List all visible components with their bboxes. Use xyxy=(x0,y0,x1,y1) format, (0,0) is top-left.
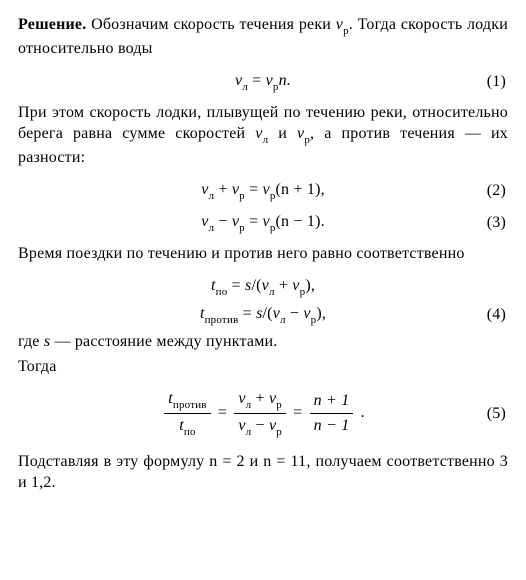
eq4b-minus: − xyxy=(286,305,304,322)
eq5-f2n-v1: v xyxy=(238,390,245,407)
sub-l: л xyxy=(263,134,269,146)
sym-v-r-2: vр xyxy=(297,125,310,142)
eq4a-s2: р xyxy=(300,286,306,298)
eq2-t3: v xyxy=(263,181,270,198)
paragraph-3: Время поездки по течению и против него р… xyxy=(18,243,508,265)
eq3-t1: v xyxy=(201,213,208,230)
equation-5: tпротив tпо = vл + vр vл − vр = n + 1 n … xyxy=(18,388,508,439)
equation-3-label: (3) xyxy=(487,214,508,231)
eq4b-t: t xyxy=(200,305,205,322)
equation-4a-body: tпо = s/(vл + vр), xyxy=(211,275,315,299)
solution-heading: Решение. xyxy=(18,16,86,33)
eq5-f1n-s: против xyxy=(173,399,207,411)
eq5-f3d: n − 1 xyxy=(310,414,354,437)
equation-4a: tпо = s/(vл + vр), xyxy=(18,275,508,299)
equation-3: vл − vр = vр(n − 1). (3) xyxy=(18,211,508,235)
sym-v-2: v xyxy=(255,125,262,142)
eq1-rhs-sym: v xyxy=(266,72,273,89)
eq5-frac3: n + 1 n − 1 xyxy=(310,390,354,436)
eq5-mid2: = xyxy=(289,404,307,421)
eq4b-v1: v xyxy=(273,305,280,322)
eq2-paren: (n + 1), xyxy=(276,181,325,198)
equation-3-body: vл − vр = vр(n − 1). xyxy=(201,211,325,235)
equation-2-label: (2) xyxy=(487,182,508,199)
eq4b-slash: /( xyxy=(263,305,273,322)
eq5-f2d-s1: л xyxy=(246,426,252,438)
eq2-s3: р xyxy=(270,190,276,202)
equation-4-label: (4) xyxy=(487,306,508,323)
equation-5-label: (5) xyxy=(487,405,508,422)
equation-4b-body: tпротив = s/(vл − vр), xyxy=(200,303,326,327)
eq5-mid1: = xyxy=(214,404,232,421)
eq5-f1d-s: по xyxy=(184,426,196,438)
eq4a-t: t xyxy=(211,277,216,294)
eq3-s3: р xyxy=(270,222,276,234)
sym-v-l: vл xyxy=(255,125,268,142)
p4-a: где xyxy=(18,333,44,350)
eq4a-close: ), xyxy=(305,277,315,294)
eq4a-v2: v xyxy=(292,277,299,294)
p1-text-a: Обозначим скорость течения реки xyxy=(86,16,335,33)
equation-1: vл = vрn. (1) xyxy=(18,70,508,94)
paragraph-6: Подставляя в эту формулу n = 2 и n = 11,… xyxy=(18,451,508,494)
eq3-paren: (n − 1). xyxy=(276,213,325,230)
equation-2: vл + vр = vр(n + 1), (2) xyxy=(18,179,508,203)
sub-r: р xyxy=(343,25,349,37)
eq4b-s2: р xyxy=(311,314,317,326)
eq5-frac2: vл + vр vл − vр xyxy=(234,388,286,439)
eq5-f2n-plus: + xyxy=(251,390,269,407)
eq1-rhs-tail: n. xyxy=(279,72,291,89)
paragraph-1: Решение. Обозначим скорость течения реки… xyxy=(18,14,508,60)
eq4b-s1: л xyxy=(280,314,286,326)
eq4a-eq: = xyxy=(227,277,245,294)
eq1-lhs-sub: л xyxy=(242,81,248,93)
paragraph-4: где s — расстояние между пунктами. xyxy=(18,331,508,353)
sub-r-2: р xyxy=(304,134,310,146)
p2-and: и xyxy=(268,125,297,142)
equation-1-label: (1) xyxy=(487,73,508,90)
eq4a-v1: v xyxy=(262,277,269,294)
eq1-eq: = xyxy=(248,72,266,89)
eq4b-eq: = xyxy=(238,305,256,322)
eq1-rhs-sub: р xyxy=(273,81,279,93)
eq4a-slash: /( xyxy=(251,277,261,294)
eq5-f2d-v1: v xyxy=(238,417,245,434)
p4-b: — расстояние между пунктами. xyxy=(50,333,277,350)
eq3-eq: = xyxy=(245,213,263,230)
eq2-s1: л xyxy=(209,190,215,202)
sym-v: v xyxy=(336,16,343,33)
eq5-f3n: n + 1 xyxy=(310,390,354,414)
eq4b-v2: v xyxy=(303,305,310,322)
equation-1-body: vл = vрn. xyxy=(235,70,291,94)
paragraph-2: При этом скорость лодки, плывущей по теч… xyxy=(18,102,508,169)
eq5-tail: . xyxy=(356,404,364,421)
paragraph-5: Тогда xyxy=(18,356,508,378)
equation-4-stack: tпо = s/(vл + vр), tпротив = s/(vл − vр)… xyxy=(18,275,508,327)
eq2-t1: v xyxy=(201,181,208,198)
sym-v-r: vр xyxy=(336,16,349,33)
eq5-f2n-s2: р xyxy=(276,399,282,411)
eq3-s1: л xyxy=(209,222,215,234)
eq5-f2n-s1: л xyxy=(246,399,252,411)
eq4a-sub: по xyxy=(216,286,228,298)
eq3-s2: р xyxy=(239,222,245,234)
eq5-f2d-s2: р xyxy=(276,426,282,438)
eq4a-s1: л xyxy=(269,286,275,298)
eq3-minus: − xyxy=(214,213,232,230)
eq2-plus: + xyxy=(214,181,232,198)
eq5-f2d-min: − xyxy=(251,417,269,434)
eq5-frac1: tпротив tпо xyxy=(164,388,211,439)
eq4b-close: ), xyxy=(316,305,326,322)
equation-5-body: tпротив tпо = vл + vр vл − vр = n + 1 n … xyxy=(161,388,365,439)
eq4b-sub: против xyxy=(205,314,239,326)
eq2-s2: р xyxy=(239,190,245,202)
eq3-t3: v xyxy=(263,213,270,230)
eq2-eq: = xyxy=(245,181,263,198)
eq4a-plus: + xyxy=(275,277,293,294)
equation-2-body: vл + vр = vр(n + 1), xyxy=(201,179,325,203)
equation-4b: tпротив = s/(vл − vр), (4) xyxy=(18,303,508,327)
